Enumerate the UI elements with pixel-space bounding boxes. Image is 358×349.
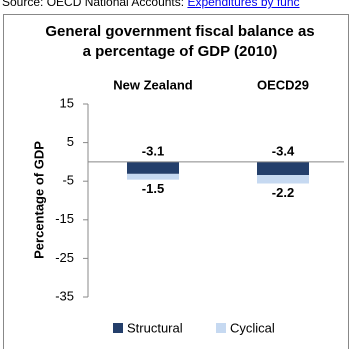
bar	[257, 175, 309, 184]
legend-label: Structural	[127, 320, 183, 335]
chart-title: General government fiscal balance as a p…	[45, 23, 315, 60]
data-label: -1.5	[142, 181, 164, 196]
source-link[interactable]: Expenditures by func	[187, 0, 300, 9]
data-label: -3.1	[142, 143, 164, 158]
y-tick-label: -15	[55, 211, 74, 226]
y-tick-label: 15	[60, 95, 74, 110]
data-label: -2.2	[272, 185, 294, 200]
data-label: -3.4	[272, 143, 295, 158]
category-label: New Zealand	[113, 77, 193, 92]
y-tick-label: -5	[62, 173, 74, 188]
legend-swatch	[216, 323, 226, 333]
chart-frame	[3, 14, 349, 349]
bar	[127, 173, 179, 180]
y-tick-label: 5	[67, 134, 74, 149]
bar	[127, 161, 179, 174]
source-text: Source: OECD National Accounts:	[2, 0, 185, 9]
source: Source: OECD National Accounts: Expendit…	[2, 0, 300, 9]
category-label: OECD29	[257, 77, 309, 92]
y-tick-label: -35	[55, 288, 74, 303]
y-tick-label: -25	[55, 250, 74, 265]
bar	[257, 161, 309, 176]
legend-label: Cyclical	[230, 320, 275, 335]
y-axis-label: Percentage of GDP	[31, 141, 46, 259]
legend-swatch	[113, 323, 123, 333]
